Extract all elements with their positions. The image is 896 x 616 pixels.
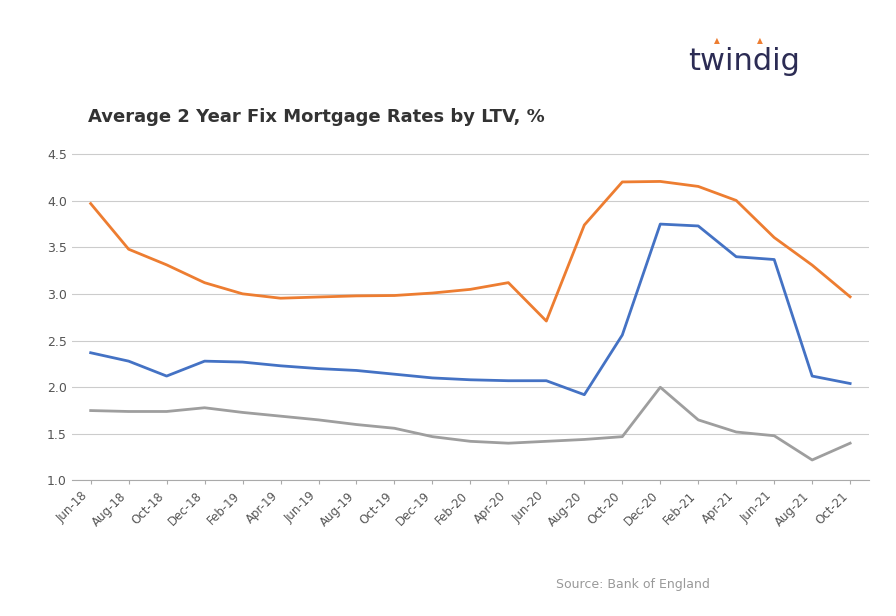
Text: ▲: ▲: [714, 36, 719, 45]
Text: Average 2 Year Fix Mortgage Rates by LTV, %: Average 2 Year Fix Mortgage Rates by LTV…: [88, 108, 545, 126]
Text: ▲: ▲: [757, 36, 762, 45]
Text: Source: Bank of England: Source: Bank of England: [556, 578, 710, 591]
Text: twindig: twindig: [688, 47, 799, 76]
